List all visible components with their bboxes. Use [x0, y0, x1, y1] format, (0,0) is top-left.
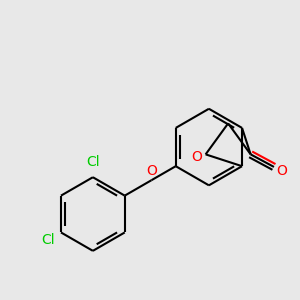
Text: Cl: Cl: [41, 233, 55, 247]
Text: Cl: Cl: [86, 155, 100, 169]
Text: O: O: [191, 150, 202, 164]
Text: O: O: [146, 164, 157, 178]
Text: O: O: [276, 164, 287, 178]
